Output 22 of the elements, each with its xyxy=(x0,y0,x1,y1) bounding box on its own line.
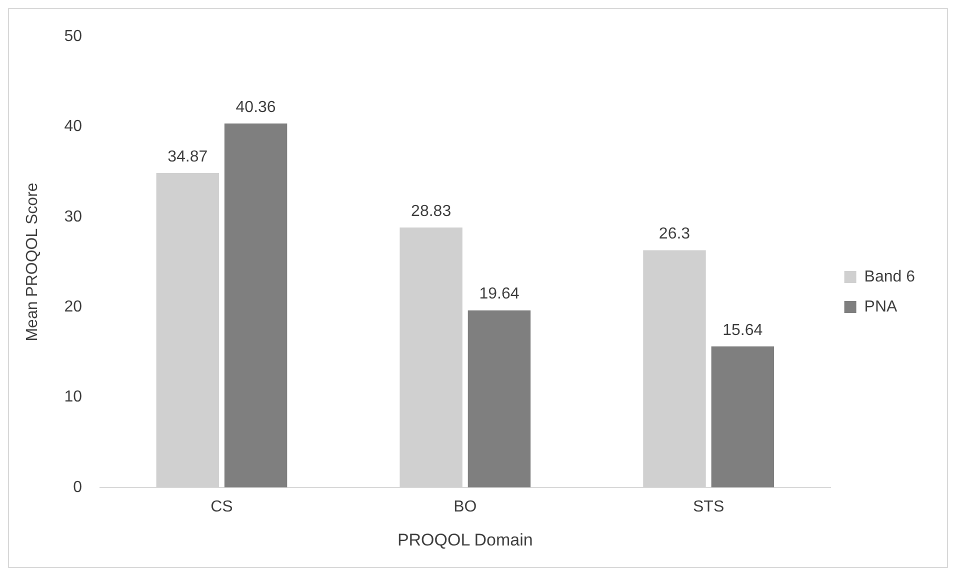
bar xyxy=(711,346,774,488)
legend-label: PNA xyxy=(864,298,898,316)
y-tick-label: 40 xyxy=(64,118,82,136)
y-axis-title: Mean PROQOL Score xyxy=(24,182,42,342)
x-axis-title: PROQOL Domain xyxy=(397,530,533,550)
bar xyxy=(224,124,288,488)
data-label: 19.64 xyxy=(479,286,520,303)
y-tick-label: 10 xyxy=(64,388,82,406)
data-label: 15.64 xyxy=(722,322,763,339)
y-tick-label: 50 xyxy=(64,28,82,46)
data-label: 34.87 xyxy=(168,148,208,166)
y-tick-label: 0 xyxy=(73,478,82,496)
x-tick-label: BO xyxy=(454,498,477,516)
legend-label: Band 6 xyxy=(864,268,916,286)
data-label: 26.3 xyxy=(658,226,690,243)
x-tick-label: CS xyxy=(210,498,233,516)
y-tick-label: 30 xyxy=(64,208,82,226)
bar xyxy=(468,310,531,488)
data-label: 28.83 xyxy=(411,202,452,220)
y-tick-label: 20 xyxy=(64,298,82,316)
x-tick-label: STS xyxy=(693,498,724,516)
data-label: 40.36 xyxy=(236,98,276,116)
